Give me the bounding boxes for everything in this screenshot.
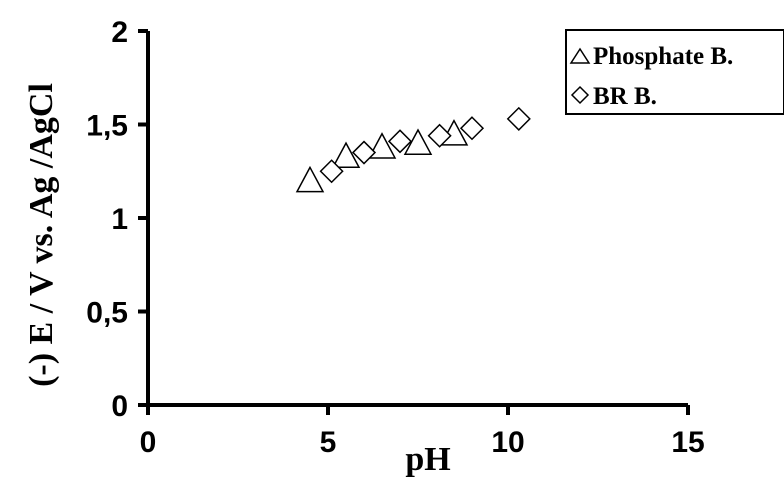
- point-phosphate: [403, 128, 433, 155]
- y-tick-label: 2: [111, 16, 128, 49]
- x-axis-title: pH: [405, 441, 450, 477]
- y-tick-labels: 0 0,5 1 1,5 2: [86, 16, 128, 423]
- point-br: [459, 116, 485, 141]
- y-tick-label: 0: [111, 390, 128, 423]
- x-tick-labels: 0 5 10 15: [140, 426, 705, 459]
- point-phosphate: [331, 141, 361, 169]
- y-tick-label: 0,5: [86, 297, 128, 330]
- legend: Phosphate B. BR B.: [565, 29, 784, 115]
- x-tick-label: 10: [491, 426, 524, 459]
- legend-diamond-marker: [570, 85, 590, 105]
- point-br: [319, 159, 344, 184]
- point-phosphate: [295, 165, 325, 193]
- point-br: [351, 140, 377, 165]
- point-phosphate: [367, 132, 397, 159]
- legend-triangle-marker: [569, 47, 591, 64]
- point-br: [387, 129, 413, 154]
- point-br: [427, 123, 452, 148]
- x-tick-label: 0: [140, 426, 157, 459]
- x-tick-label: 15: [671, 426, 704, 459]
- y-axis-title: (-) E / V vs. Ag /AgCl: [23, 83, 60, 387]
- axes: [138, 29, 690, 415]
- point-br: [506, 106, 531, 131]
- x-tick-label: 5: [320, 426, 337, 459]
- y-tick-label: 1: [111, 203, 128, 236]
- legend-label-phosphate: Phosphate B.: [593, 43, 733, 70]
- legend-label-br: BR B.: [593, 83, 657, 110]
- data-points: [295, 106, 531, 193]
- legend-box: [565, 29, 784, 115]
- y-tick-label: 1,5: [86, 110, 128, 143]
